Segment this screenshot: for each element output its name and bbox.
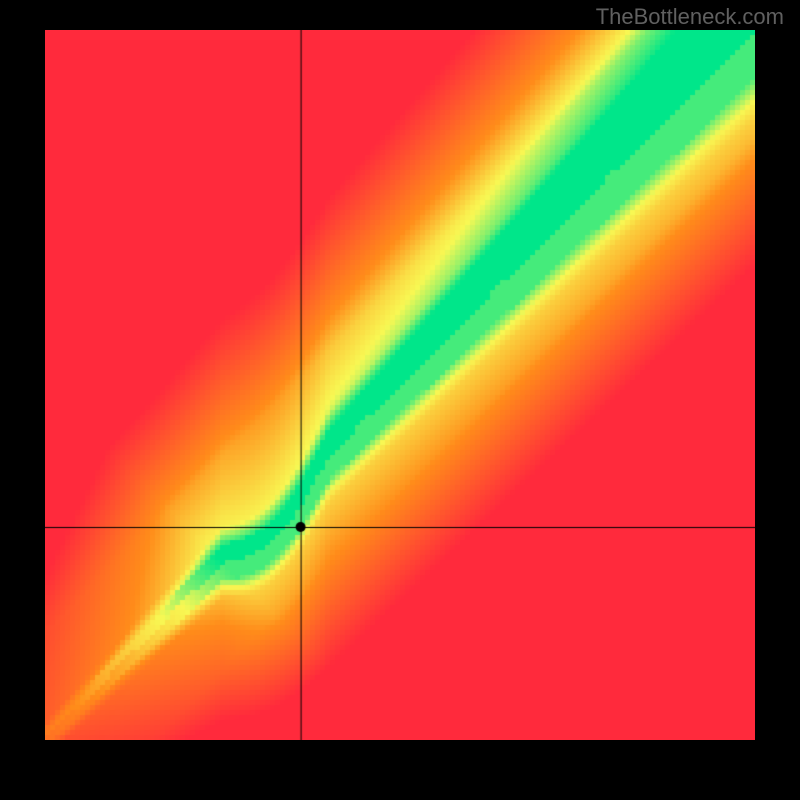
chart-container: TheBottleneck.com [0,0,800,800]
watermark-text: TheBottleneck.com [596,4,784,30]
heatmap-canvas [45,30,755,740]
